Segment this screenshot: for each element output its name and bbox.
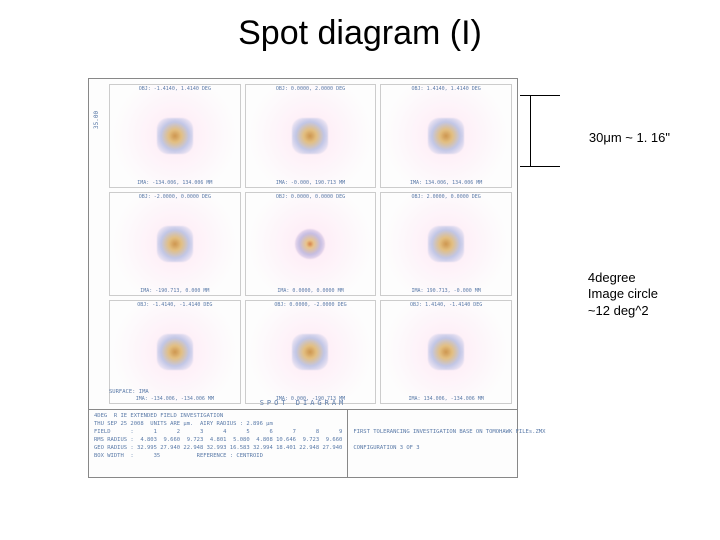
cell-ima-label: IMA: -190.713, 0.000 MM <box>114 288 236 294</box>
footer-col-2: FIRST TOLERANCING INVESTIGATION BASE ON … <box>348 410 550 477</box>
spot-cell: OBJ: 1.4140, 1.4140 DEG IMA: 134.006, 134… <box>380 84 512 188</box>
spot-cell: OBJ: 1.4140, -1.4140 DEGIMA: 134.006, -1… <box>380 300 512 404</box>
spot-blob <box>157 226 193 262</box>
cell-ima-label: IMA: -0.000, 190.713 MM <box>250 180 372 186</box>
spot-diagram-frame: 35.00 OBJ: -1.4140, 1.4140 DEG IMA: -134.… <box>88 78 518 478</box>
cell-obj-label: OBJ: -1.4140, 1.4140 DEG <box>114 86 236 92</box>
cell-obj-label: OBJ: 1.4140, 1.4140 DEG <box>385 86 507 92</box>
cell-obj-label: OBJ: 0.0000, -2.0000 DEG <box>250 302 372 308</box>
spot-cell: OBJ: 2.0000, 0.0000 DEG IMA: 190.713, -0.… <box>380 192 512 296</box>
spot-cell: OBJ: 0.0000, -2.0000 DEGIMA: 0.000, -190… <box>245 300 377 404</box>
cell-obj-label: OBJ: 0.0000, 0.0000 DEG <box>250 194 372 200</box>
field-annotation: 4degree Image circle ~12 deg^2 <box>588 270 658 319</box>
spot-blob <box>428 334 464 370</box>
cell-obj-label: OBJ: -2.0000, 0.0000 DEG <box>114 194 236 200</box>
scale-bracket <box>520 95 560 167</box>
spot-blob <box>428 118 464 154</box>
footer-panel: 4DEG R IE EXTENDED FIELD INVESTIGATION T… <box>89 409 517 477</box>
spot-diagram-label: SPOT DIAGRAM <box>89 399 517 407</box>
spot-blob <box>157 118 193 154</box>
cell-ima-label: IMA: -134.006, 134.006 MM <box>114 180 236 186</box>
spot-blob <box>157 334 193 370</box>
surface-label: SURFACE: IMA <box>109 389 149 395</box>
spot-blob <box>295 229 325 259</box>
cell-ima-label: IMA: 190.713, -0.000 MM <box>385 288 507 294</box>
cell-obj-label: OBJ: 2.0000, 0.0000 DEG <box>385 194 507 200</box>
spot-cell: OBJ: -1.4140, 1.4140 DEG IMA: -134.006, 1… <box>109 84 241 188</box>
spot-blob <box>292 118 328 154</box>
cell-obj-label: OBJ: 1.4140, -1.4140 DEG <box>385 302 507 308</box>
cell-ima-label: IMA: 0.0000, 0.0000 MM <box>250 288 372 294</box>
footer-col-1: 4DEG R IE EXTENDED FIELD INVESTIGATION T… <box>89 410 348 477</box>
cell-ima-label: IMA: 134.006, 134.006 MM <box>385 180 507 186</box>
spot-blob <box>428 226 464 262</box>
spot-blob <box>292 334 328 370</box>
page-title: Spot diagram (I) <box>0 14 720 53</box>
spot-cell: OBJ: 0.0000, 0.0000 DEG IMA: 0.0000, 0.00… <box>245 192 377 296</box>
spot-cell: OBJ: -2.0000, 0.0000 DEG IMA: -190.713, 0… <box>109 192 241 296</box>
scale-annotation: 30μm ~ 1. 16" <box>589 130 670 145</box>
spot-grid: OBJ: -1.4140, 1.4140 DEG IMA: -134.006, 1… <box>109 84 512 404</box>
cell-obj-label: OBJ: 0.0000, 2.0000 DEG <box>250 86 372 92</box>
spot-cell: OBJ: 0.0000, 2.0000 DEG IMA: -0.000, 190.… <box>245 84 377 188</box>
y-axis-label: 35.00 <box>93 111 100 129</box>
cell-obj-label: OBJ: -1.4140, -1.4140 DEG <box>114 302 236 308</box>
